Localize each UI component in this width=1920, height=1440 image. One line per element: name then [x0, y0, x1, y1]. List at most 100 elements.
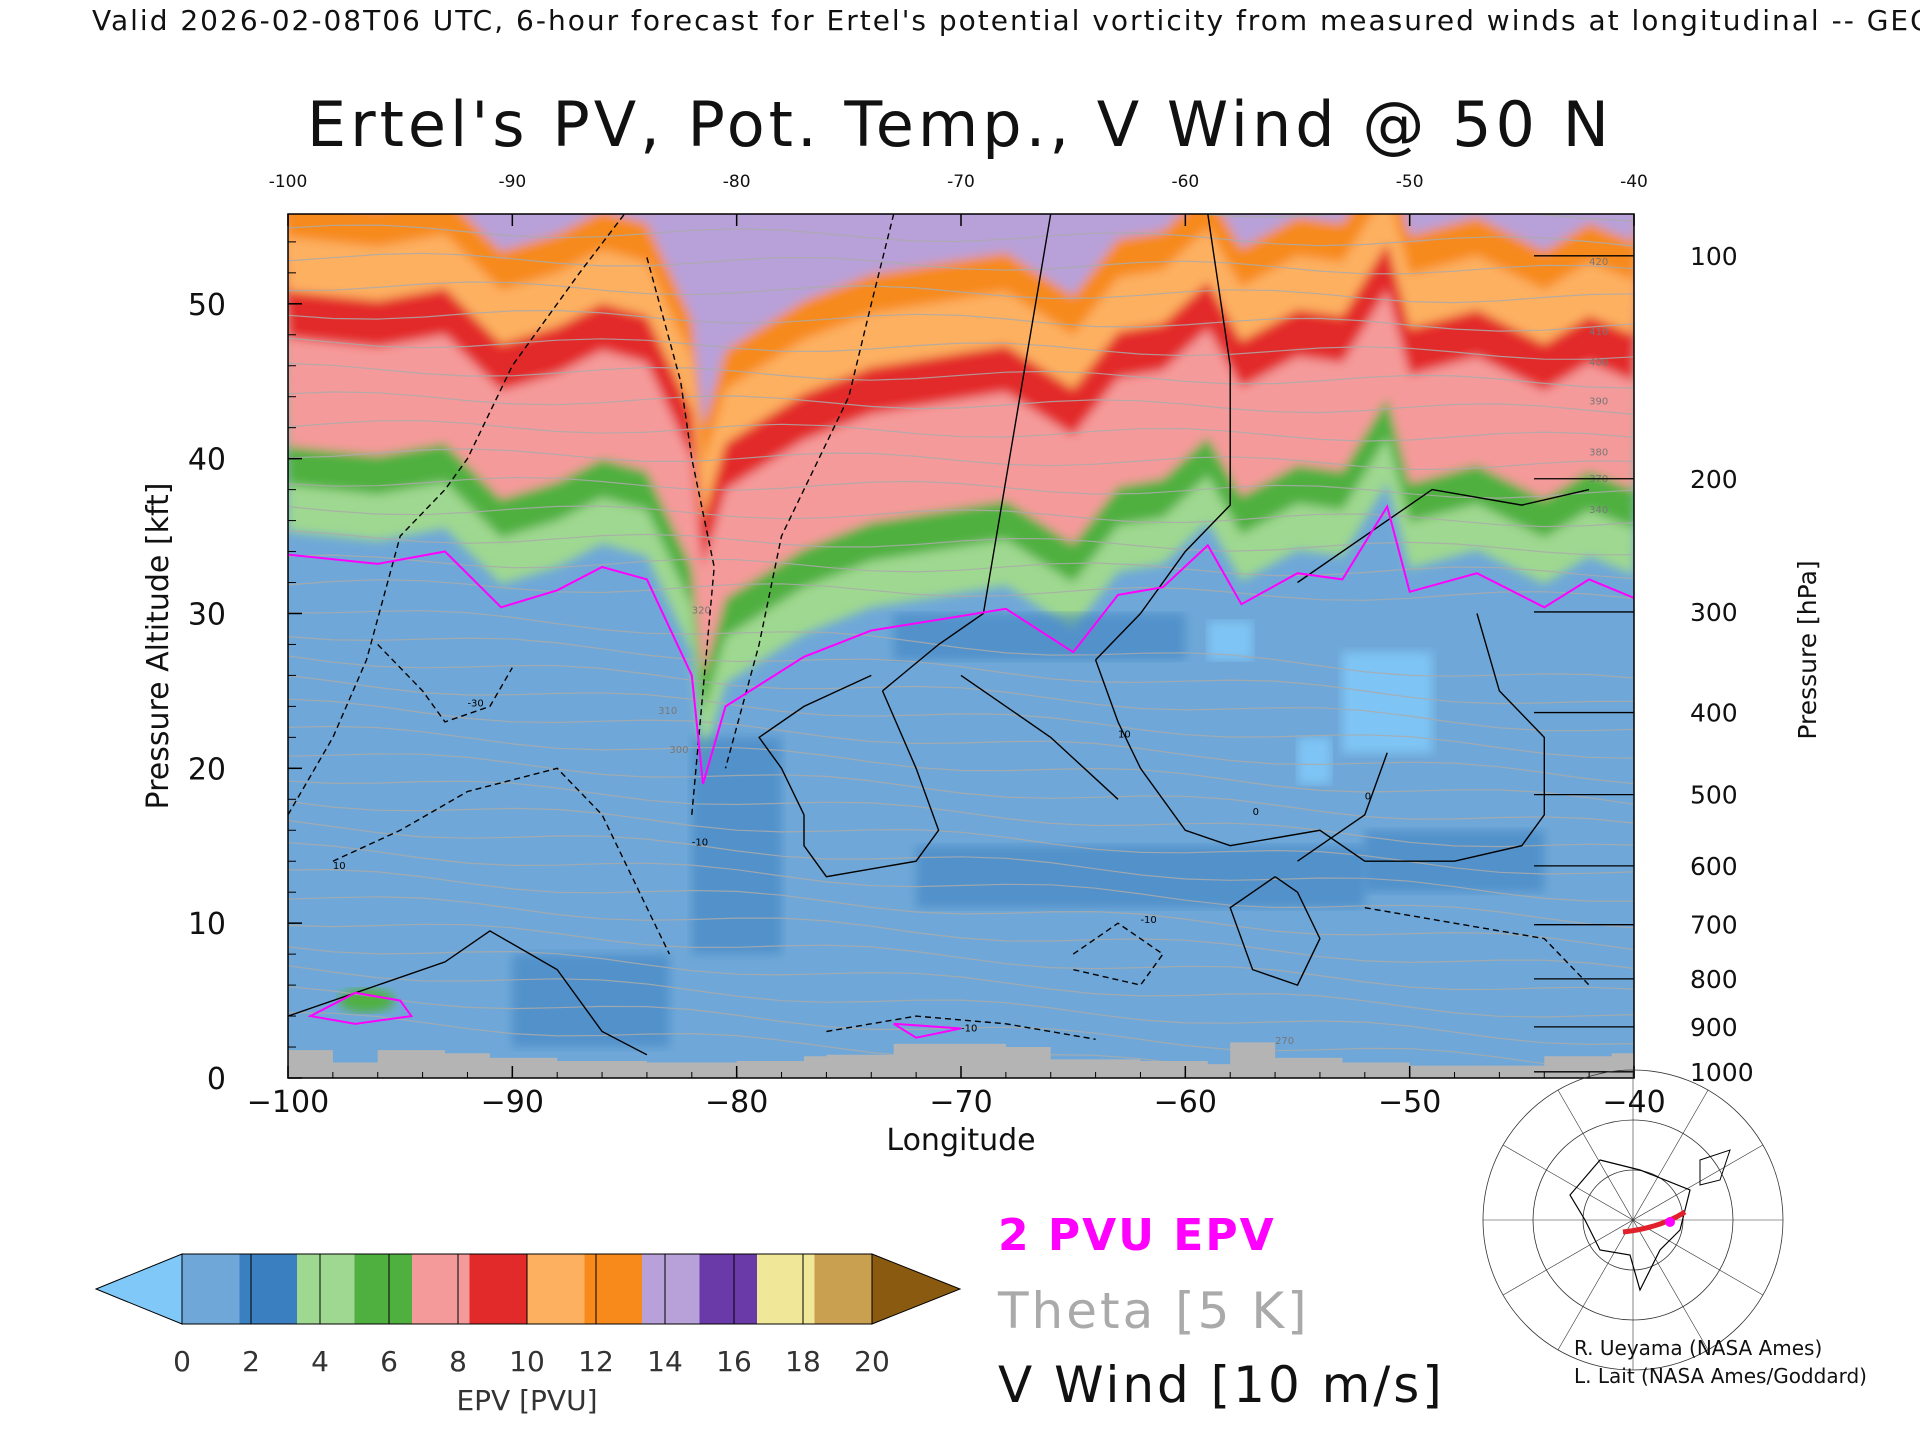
x-tick-label: −90 — [481, 1085, 544, 1120]
theta-line — [288, 391, 1634, 415]
colorbar-tick-label: 12 — [578, 1345, 614, 1378]
wind-pos-contour — [1094, 613, 1545, 862]
theta-line — [288, 636, 1634, 705]
theta-line — [288, 753, 1634, 824]
theta-line — [288, 610, 1634, 679]
theta-line — [288, 309, 1634, 332]
wind-label: -30 — [467, 698, 483, 709]
wind-neg-contour — [724, 214, 895, 769]
theta-line — [288, 819, 1634, 902]
low-epv-patch-2 — [1297, 737, 1332, 784]
theta-line — [288, 698, 1634, 785]
colorbar-tick-label: 8 — [449, 1345, 467, 1378]
colorbar-tick-label: 6 — [380, 1345, 398, 1378]
wind-label: 10 — [333, 861, 346, 872]
pressure-tick-label: 800 — [1690, 965, 1738, 994]
map-coastline — [1569, 1159, 1691, 1292]
wind-neg-contour — [332, 767, 671, 955]
colorbar-bin — [182, 1254, 240, 1324]
colorbar-tick-label: 16 — [716, 1345, 752, 1378]
theta-line — [288, 530, 1634, 556]
ground-mask — [288, 1042, 1634, 1078]
wind-pos-contour — [1297, 488, 1590, 584]
map-coastline — [1699, 1149, 1731, 1186]
pressure-tick-label: 300 — [1690, 598, 1738, 627]
theta-line — [288, 965, 1634, 1046]
pressure-tick-label: 700 — [1690, 911, 1738, 940]
colorbar-bin — [642, 1254, 700, 1324]
theta-line — [288, 655, 1634, 732]
map-meridian — [1502, 1144, 1764, 1296]
y-tick-label: 50 — [188, 288, 226, 323]
epv-patch-2 — [916, 845, 1365, 908]
legend-theta: Theta [5 K] — [998, 1282, 1310, 1340]
epv-band-12-14 — [288, 214, 1634, 467]
colorbar-tick-label: 20 — [854, 1345, 890, 1378]
y-axis-label: Pressure Altitude [kft] — [141, 483, 176, 810]
theta-line — [288, 868, 1634, 951]
epv-field — [288, 214, 1634, 1078]
pressure-tick-label: 900 — [1690, 1013, 1738, 1042]
chart-title: Ertel's PV, Pot. Temp., V Wind @ 50 N — [306, 88, 1614, 161]
theta-label: 390 — [1589, 396, 1608, 407]
theta-line — [288, 362, 1634, 389]
legend-2pvu: 2 PVU EPV — [998, 1210, 1276, 1261]
theta-line — [288, 554, 1634, 580]
wind-label: -10 — [692, 838, 708, 849]
pressure-tick-label: 500 — [1690, 781, 1738, 810]
colorbar-bin — [584, 1254, 642, 1324]
stratosphere-bands — [288, 214, 1634, 761]
pv-2-closed-contour — [893, 1022, 962, 1039]
wind-label: 0 — [1253, 807, 1259, 818]
wind-label: 0 — [1365, 791, 1371, 802]
theta-line — [288, 725, 1634, 805]
x-top-tick-label: -50 — [1396, 172, 1424, 192]
wind-label: -10 — [961, 1024, 977, 1035]
y-right-axis-label: Pressure [hPa] — [1793, 560, 1822, 739]
wind-label: 10 — [1118, 729, 1131, 740]
wind-neg-contour — [646, 257, 715, 815]
theta-line — [288, 252, 1634, 275]
colorbar-tick-label: 2 — [242, 1345, 260, 1378]
low-epv-patch-0 — [1207, 621, 1253, 660]
wind-pos-contour — [1229, 876, 1321, 986]
theta-label: 270 — [1275, 1036, 1294, 1047]
wind-neg-contour — [1072, 922, 1164, 986]
wind-neg-contour — [377, 644, 513, 723]
colorbar-bin — [527, 1254, 585, 1324]
colorbar-tick-label: 14 — [647, 1345, 683, 1378]
x-tick-label: −70 — [929, 1085, 992, 1120]
axes: −100-100−90-90−80-80−70-70−60-60−50-50−4… — [141, 172, 1822, 1158]
epv-band-10-12 — [288, 214, 1634, 521]
theta-label: 400 — [1589, 358, 1608, 369]
terrain-mask — [288, 1042, 1634, 1078]
pressure-tick-label: 600 — [1690, 852, 1738, 881]
x-tick-label: −40 — [1602, 1085, 1665, 1120]
colorbar-bin — [297, 1254, 355, 1324]
x-tick-label: −50 — [1378, 1085, 1441, 1120]
pressure-tick-label: 100 — [1690, 242, 1738, 271]
theta-line — [288, 281, 1634, 304]
theta-line — [288, 448, 1634, 471]
colorbar-bin — [469, 1254, 527, 1324]
theta-line — [288, 579, 1634, 601]
y-tick-label: 0 — [207, 1062, 226, 1097]
colorbar-bin — [354, 1254, 412, 1324]
colorbar-tick-label: 10 — [509, 1345, 545, 1378]
x-tick-label: −60 — [1154, 1085, 1217, 1120]
theta-label: 310 — [658, 706, 677, 717]
colorbar-under-arrow — [94, 1253, 183, 1325]
epv-colorbar: 0 2 4 6 8 10 12 14 16 18 20 EPV [PVU] — [94, 1253, 962, 1417]
map-section-path — [1622, 1209, 1687, 1235]
x-top-tick-label: -70 — [947, 172, 975, 192]
wind-pos-contour — [288, 930, 648, 1056]
credit-line-2: L. Lait (NASA Ames/Goddard) — [1574, 1364, 1867, 1388]
colorbar-tick-label: 4 — [311, 1345, 329, 1378]
pv-2-closed-contour — [307, 991, 414, 1025]
theta-label: 380 — [1589, 448, 1608, 459]
x-top-tick-label: -60 — [1171, 172, 1199, 192]
wind-neg-contour — [1364, 907, 1590, 986]
wind-pos-contour — [758, 674, 872, 816]
